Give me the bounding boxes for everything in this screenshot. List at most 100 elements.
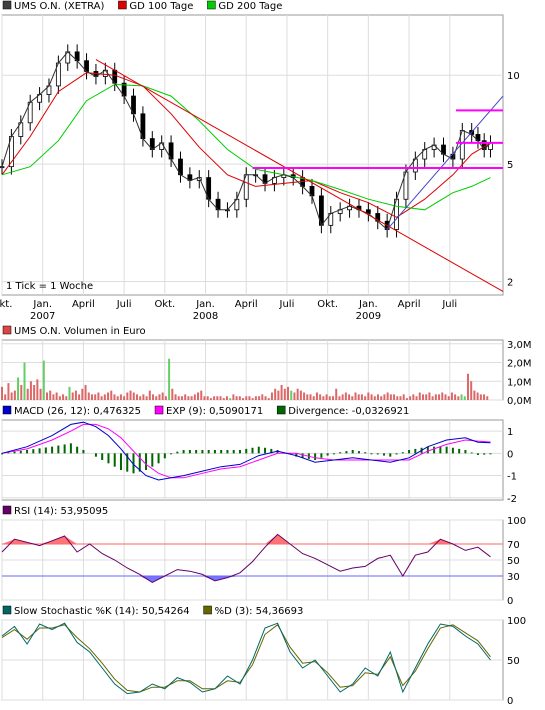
legend-label-price-0: UMS O.N. (XETRA) — [14, 1, 105, 12]
volume-bar — [200, 390, 203, 400]
volume-bar — [74, 390, 77, 400]
volume-bar — [213, 396, 216, 400]
volume-bar — [174, 394, 177, 400]
volume-bar — [309, 394, 312, 400]
divergence-bar — [414, 448, 417, 454]
y-tick-label-macd-0: 1 — [507, 427, 513, 438]
volume-bar — [319, 394, 322, 400]
divergence-bar — [145, 453, 148, 470]
divergence-bar — [170, 453, 173, 455]
divergence-bar — [314, 453, 317, 460]
divergence-bar — [339, 452, 342, 454]
divergence-bar — [439, 446, 442, 454]
volume-bar — [402, 394, 405, 400]
divergence-bar — [489, 453, 492, 455]
divergence-bar — [13, 451, 16, 454]
divergence-bar — [470, 452, 473, 454]
y-tick-label-macd-2: -1 — [507, 472, 517, 483]
volume-bar — [296, 388, 299, 400]
volume-bar — [71, 392, 74, 400]
divergence-bar — [7, 452, 10, 454]
volume-bar — [454, 394, 457, 400]
divergence-bar — [401, 452, 404, 454]
legend-swatch-stochastic-0 — [2, 605, 12, 615]
divergence-bar — [157, 453, 160, 464]
divergence-bar — [383, 453, 386, 456]
volume-bar — [344, 392, 347, 400]
volume-bar — [457, 396, 460, 400]
divergence-bar — [326, 453, 329, 456]
gd100-line — [1, 72, 491, 218]
volume-bar — [277, 390, 280, 400]
volume-bar — [322, 396, 325, 400]
divergence-bar — [332, 453, 335, 455]
volume-bar — [364, 396, 367, 400]
volume-bar — [203, 396, 206, 400]
volume-bar — [235, 396, 238, 400]
y-tick-label-rsi-3: 30 — [507, 572, 520, 583]
x-tick-label-1: Jan. — [32, 299, 52, 310]
divergence-bar — [44, 447, 47, 454]
divergence-bar — [182, 450, 185, 454]
volume-bar — [258, 396, 261, 400]
volume-bar — [303, 392, 306, 400]
volume-bar — [486, 396, 489, 400]
price-candle — [0, 166, 5, 169]
y-tick-label-stochastic-2: 0 — [507, 696, 513, 707]
volume-bar — [267, 398, 270, 400]
volume-bar — [348, 394, 351, 400]
volume-bar — [110, 390, 113, 400]
volume-bar — [171, 388, 174, 400]
volume-bar — [399, 396, 402, 400]
divergence-bar — [320, 453, 323, 458]
divergence-bar — [357, 451, 360, 454]
y-tick-label-price-0: 10 — [507, 71, 520, 82]
legend-swatch-price-1 — [118, 0, 127, 10]
volume-bar — [58, 396, 61, 400]
volume-bar — [49, 390, 52, 400]
volume-bar — [142, 394, 145, 400]
volume-bar — [78, 394, 81, 400]
divergence-bar — [94, 453, 97, 457]
volume-bar — [1, 386, 3, 400]
volume-bar — [315, 392, 318, 400]
x-tick-label-6: April — [235, 299, 258, 310]
divergence-bar — [113, 453, 116, 467]
volume-bar — [119, 394, 122, 400]
volume-bar — [479, 394, 482, 400]
divergence-bar — [126, 453, 129, 472]
volume-bar — [225, 396, 228, 400]
volume-bar — [389, 394, 392, 400]
volume-bar — [206, 396, 209, 400]
divergence-bar — [138, 453, 141, 472]
volume-bar — [357, 394, 360, 400]
volume-bar — [184, 394, 187, 400]
legend-swatch-macd-1 — [154, 405, 164, 415]
volume-bar — [373, 396, 376, 400]
y-tick-label-rsi-0: 100 — [507, 516, 526, 527]
volume-bar — [94, 394, 97, 400]
legend-label-stochastic-0: Slow Stochastic %K (14): 50,54264 — [14, 606, 190, 617]
volume-bar — [107, 392, 110, 400]
divergence-bar — [433, 446, 436, 454]
divergence-bar — [451, 447, 454, 454]
volume-bar — [20, 385, 23, 400]
y-tick-label-macd-1: 0 — [507, 449, 513, 460]
divergence-bar — [389, 453, 392, 457]
volume-bar — [132, 392, 135, 400]
trendline-0 — [95, 59, 504, 292]
volume-bar — [332, 396, 335, 400]
divergence-bar — [232, 450, 235, 454]
volume-bar — [113, 394, 116, 400]
x-tick-year-9: 2009 — [356, 311, 381, 322]
volume-bar — [325, 394, 328, 400]
volume-bar — [463, 396, 466, 400]
volume-bar — [129, 390, 132, 400]
divergence-bar — [51, 446, 54, 454]
divergence-bar — [395, 453, 398, 455]
x-tick-label-11: Juli — [441, 299, 457, 310]
volume-bar — [55, 392, 58, 400]
volume-bar — [42, 360, 45, 400]
divergence-bar — [176, 451, 179, 454]
